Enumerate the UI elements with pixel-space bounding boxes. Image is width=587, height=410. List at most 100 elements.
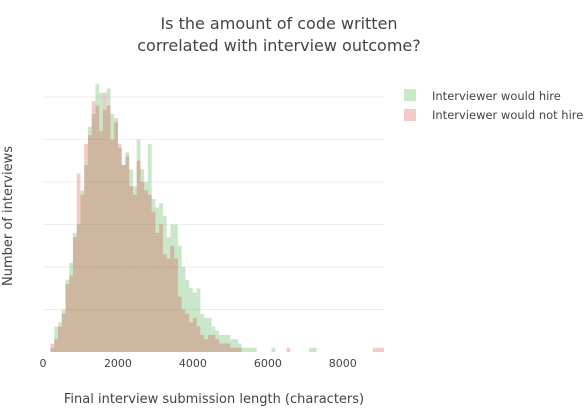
histogram-bar bbox=[177, 245, 182, 352]
histogram-bar bbox=[241, 347, 246, 352]
histogram-bar bbox=[114, 118, 118, 352]
histogram-bar bbox=[69, 262, 73, 352]
histogram-bar bbox=[162, 216, 167, 352]
histogram-bar bbox=[215, 330, 220, 352]
histogram-bar bbox=[159, 203, 163, 352]
histogram-bar bbox=[129, 186, 133, 352]
histogram-bar bbox=[84, 165, 88, 352]
histogram-bar bbox=[125, 152, 130, 352]
histogram-bar bbox=[200, 313, 205, 352]
histogram-bar bbox=[207, 335, 212, 352]
histogram-bar bbox=[181, 267, 186, 352]
histogram-bar bbox=[132, 186, 137, 352]
histogram-bar bbox=[144, 182, 148, 352]
gridlines bbox=[43, 96, 384, 310]
histogram-bar bbox=[219, 343, 223, 352]
histogram-bar bbox=[50, 343, 55, 352]
histogram-bar bbox=[211, 326, 216, 352]
histogram-bar bbox=[50, 347, 55, 352]
histogram-bar bbox=[174, 258, 178, 352]
histogram-bar bbox=[117, 148, 122, 352]
histogram-bar bbox=[252, 347, 257, 352]
histogram-bar bbox=[237, 347, 242, 352]
histogram-bar bbox=[99, 131, 103, 352]
histogram-bar bbox=[204, 318, 208, 352]
histogram-bar bbox=[76, 173, 81, 352]
histogram-bar bbox=[84, 143, 88, 352]
histogram-bar bbox=[140, 182, 145, 352]
x-axis-ticks: 0 2000 4000 6000 8000 bbox=[40, 357, 357, 370]
histogram-bar bbox=[226, 335, 231, 352]
series-hire bbox=[50, 84, 317, 352]
histogram-bar bbox=[65, 284, 70, 352]
histogram-bar bbox=[155, 207, 160, 352]
histogram-bar bbox=[215, 339, 220, 352]
histogram-bar bbox=[110, 139, 115, 352]
histogram-bar bbox=[196, 326, 201, 352]
histogram-bar bbox=[192, 318, 197, 352]
histogram-bar bbox=[80, 190, 85, 352]
histogram-bar bbox=[271, 347, 276, 352]
histogram-bar bbox=[230, 347, 235, 352]
histogram-bar bbox=[110, 114, 115, 352]
histogram-bar bbox=[125, 156, 130, 352]
histogram-bar bbox=[87, 135, 92, 352]
histogram-bar bbox=[132, 194, 137, 352]
histogram-bar bbox=[162, 254, 167, 352]
histogram-bar bbox=[312, 347, 317, 352]
histogram-bar bbox=[166, 258, 171, 352]
histogram-bar bbox=[185, 279, 190, 352]
histogram-bar bbox=[136, 160, 141, 352]
legend-label-not-hire: Interviewer would not hire bbox=[432, 108, 583, 122]
x-axis-title: Final interview submission length (chara… bbox=[64, 392, 364, 407]
histogram-bar bbox=[249, 347, 253, 352]
histogram-bar bbox=[222, 335, 227, 352]
histogram-bar bbox=[76, 224, 81, 352]
histogram-bar bbox=[69, 275, 73, 352]
x-tick-label: 0 bbox=[40, 357, 47, 370]
histogram-bar bbox=[72, 233, 77, 352]
legend-item-not-hire[interactable]: Interviewer would not hire bbox=[404, 108, 583, 122]
legend-item-hire[interactable]: Interviewer would hire bbox=[404, 89, 561, 103]
histogram-bar bbox=[80, 194, 85, 352]
series-not-hire bbox=[50, 92, 384, 352]
histogram-bar bbox=[237, 343, 242, 352]
histogram-bar bbox=[136, 139, 141, 352]
histogram-bar bbox=[61, 313, 66, 352]
histogram-bar bbox=[174, 224, 178, 352]
legend-label-hire: Interviewer would hire bbox=[432, 89, 561, 103]
histogram-bar bbox=[121, 165, 126, 352]
histogram-bar bbox=[166, 237, 171, 352]
histogram-bar bbox=[102, 92, 107, 352]
histogram-bar bbox=[87, 126, 92, 352]
histogram-bar bbox=[380, 347, 384, 352]
histogram-bar bbox=[245, 347, 250, 352]
histogram-bar bbox=[372, 347, 377, 352]
histogram-bar bbox=[211, 335, 216, 352]
histogram-bar bbox=[177, 296, 182, 352]
histogram-bar bbox=[159, 224, 163, 352]
histogram-bar bbox=[91, 114, 96, 352]
histogram-bar bbox=[129, 169, 133, 352]
histogram-bar bbox=[147, 143, 152, 352]
histogram-bar bbox=[309, 347, 313, 352]
histogram-bar bbox=[102, 109, 107, 352]
histogram-bar bbox=[185, 313, 190, 352]
histogram-bar bbox=[192, 292, 197, 352]
histogram-bar bbox=[226, 343, 231, 352]
histogram-bar bbox=[147, 194, 152, 352]
y-axis-title: Number of interviews bbox=[1, 146, 16, 286]
histogram-bar bbox=[95, 84, 100, 352]
histogram-bar bbox=[189, 288, 193, 352]
chart-title-line-1: Is the amount of code written bbox=[160, 14, 397, 33]
histogram-bar bbox=[57, 326, 62, 352]
histogram-bar bbox=[234, 347, 238, 352]
legend-swatch-not-hire bbox=[404, 109, 416, 121]
histogram-bar bbox=[117, 143, 122, 352]
histogram-bar bbox=[376, 347, 381, 352]
histogram-bar bbox=[204, 339, 208, 352]
histogram-bar bbox=[91, 101, 96, 352]
histogram-bar bbox=[207, 318, 212, 352]
histogram-bar bbox=[54, 326, 58, 352]
